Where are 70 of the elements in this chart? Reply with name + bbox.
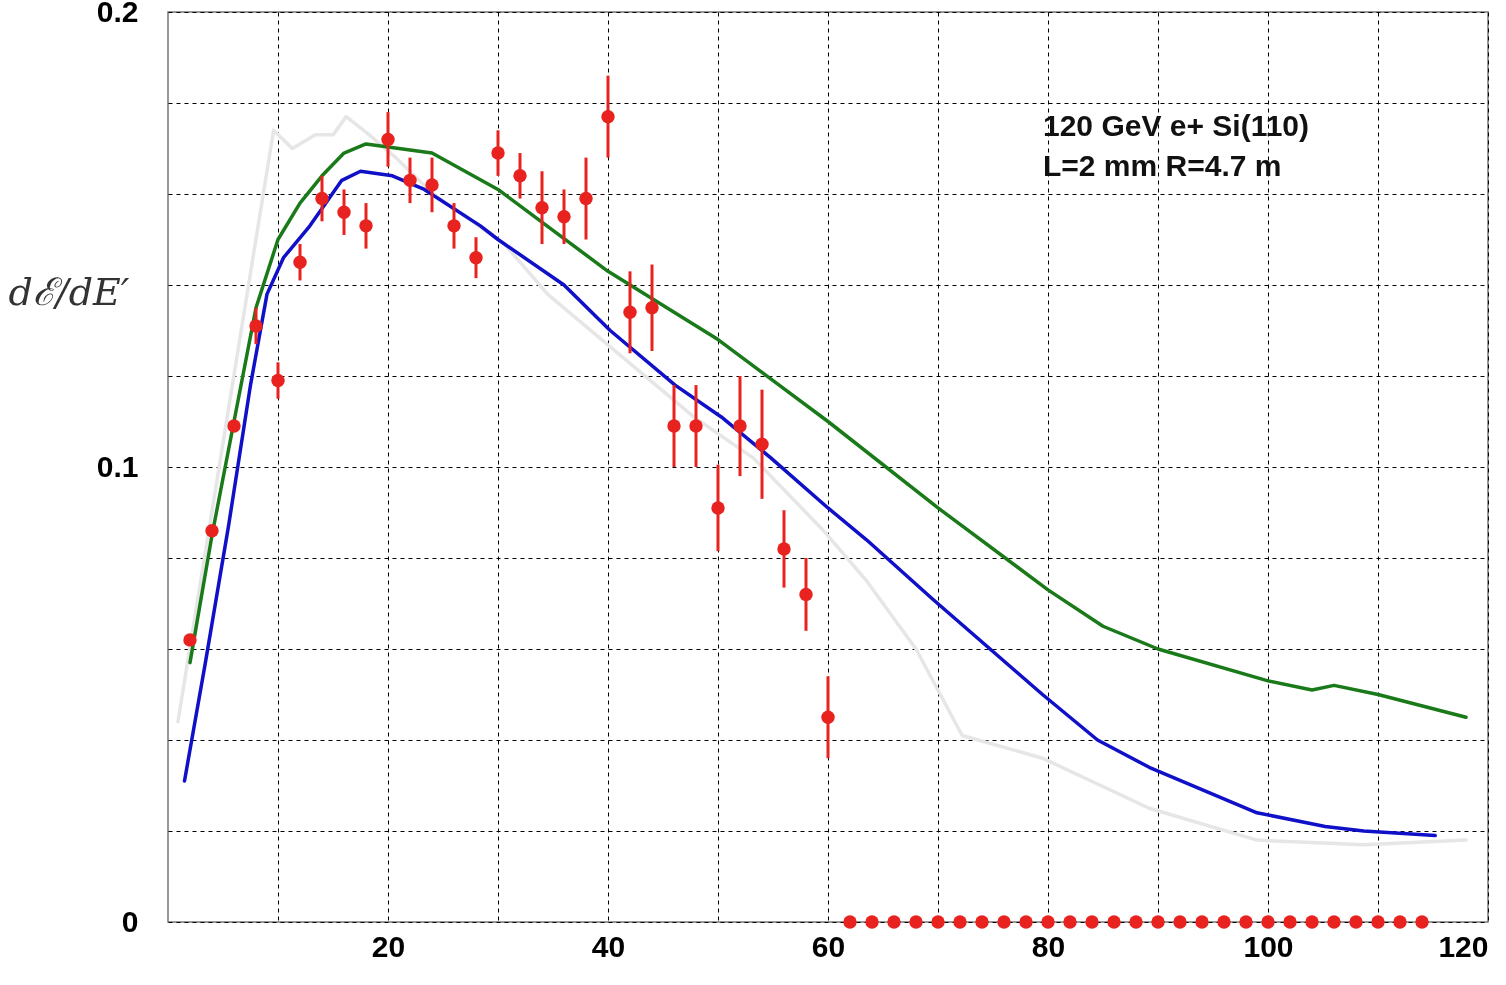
point [1151, 915, 1165, 929]
point [381, 132, 395, 147]
point [579, 191, 593, 206]
point [1085, 915, 1099, 929]
point [1239, 915, 1253, 929]
point [359, 219, 373, 233]
point [1063, 915, 1077, 929]
point [799, 587, 813, 602]
x-tick-label: 60 [811, 929, 846, 963]
point [689, 419, 703, 433]
line-series [188, 142, 1468, 719]
point [931, 915, 945, 929]
point [1129, 915, 1143, 929]
point [843, 915, 857, 929]
point [491, 146, 505, 160]
point [315, 191, 329, 206]
point [601, 109, 615, 124]
point [1415, 915, 1429, 929]
point [997, 915, 1011, 929]
point [865, 915, 879, 929]
point [623, 305, 637, 319]
point [535, 200, 549, 215]
point [733, 419, 747, 433]
point [755, 437, 769, 451]
point [711, 501, 725, 515]
y-axis-title: dℰ/dE′ [8, 269, 130, 314]
point [1217, 915, 1231, 929]
annotation: 120 GeV e+ Si(110) [1043, 109, 1310, 142]
point [183, 633, 197, 647]
point [1107, 915, 1121, 929]
point [953, 915, 967, 929]
point [1283, 915, 1297, 929]
point [293, 255, 307, 269]
x-tick-label: 120 [1438, 929, 1489, 963]
x-tick-label: 40 [591, 929, 626, 963]
point [337, 205, 351, 219]
point [1371, 915, 1385, 929]
point [205, 524, 219, 538]
point [425, 178, 439, 192]
point [1327, 915, 1341, 929]
point [1173, 915, 1187, 929]
point [1393, 915, 1407, 929]
point [249, 319, 263, 333]
point [1261, 915, 1275, 929]
point [975, 915, 989, 929]
y-tick-label: 0.2 [96, 0, 139, 28]
point [227, 419, 241, 433]
point [777, 542, 791, 556]
point [887, 915, 901, 929]
point [513, 169, 527, 183]
point [667, 419, 681, 433]
y-tick-label: 0 [121, 904, 139, 938]
annotation: L=2 mm R=4.7 m [1043, 149, 1282, 182]
point [909, 915, 923, 929]
point [271, 373, 285, 388]
point [821, 710, 835, 724]
point [1019, 915, 1033, 929]
point [469, 251, 483, 265]
point [447, 219, 461, 233]
point [1195, 915, 1209, 929]
point [1041, 915, 1055, 929]
point [1349, 915, 1363, 929]
x-tick-label: 100 [1243, 929, 1294, 963]
point [557, 210, 571, 224]
x-tick-label: 20 [371, 929, 406, 963]
point [1305, 915, 1319, 929]
x-tick-label: 80 [1031, 929, 1066, 963]
y-tick-label: 0.1 [96, 449, 139, 483]
point [645, 301, 659, 315]
point [403, 173, 417, 188]
